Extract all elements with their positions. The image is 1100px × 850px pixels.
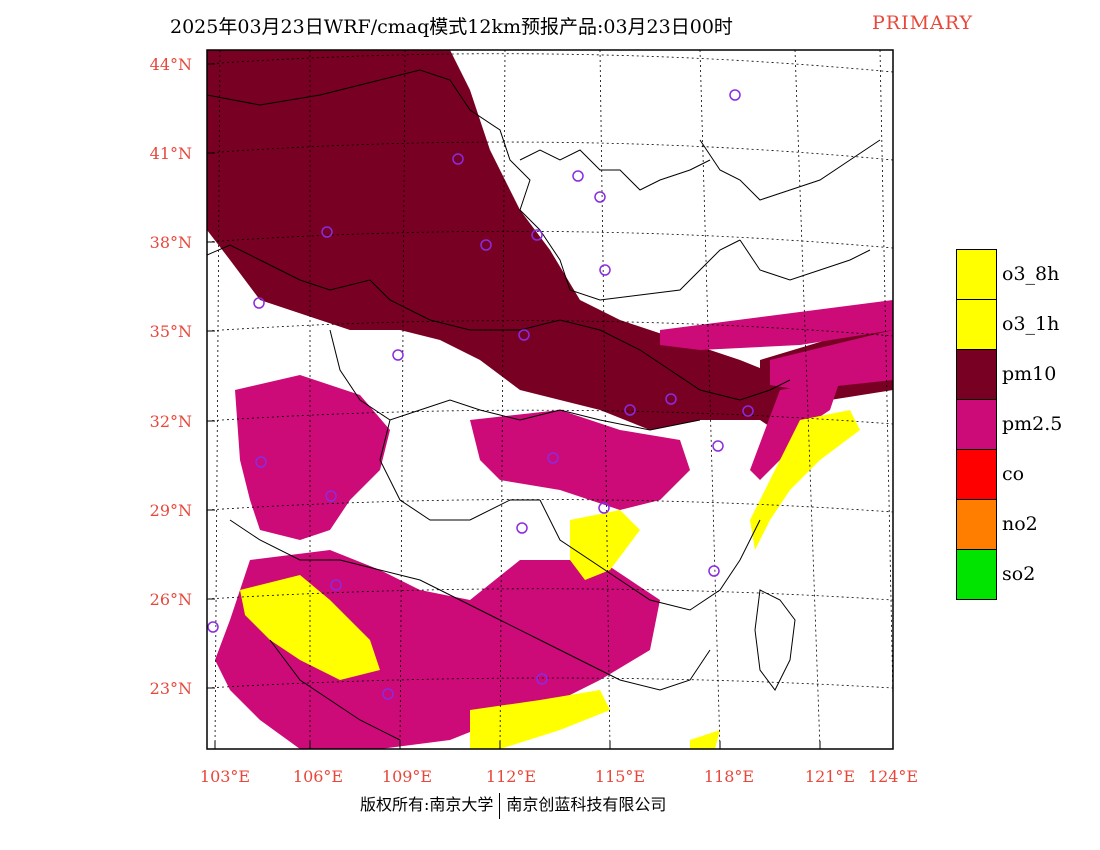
- legend-swatch: [956, 499, 997, 550]
- legend-item-no2: no2: [956, 499, 1096, 550]
- o3-region-se: [690, 730, 720, 749]
- lat-label: 26°N: [149, 590, 192, 609]
- graticule: [207, 50, 893, 749]
- legend-label: o3_1h: [1002, 313, 1060, 335]
- legend-item-o3-8h: o3_8h: [956, 249, 1096, 300]
- lon-label: 118°E: [703, 767, 755, 786]
- lat-label: 35°N: [149, 322, 192, 341]
- pm10-region: [207, 50, 893, 440]
- legend-swatch: [956, 249, 997, 300]
- o3-region-coast: [750, 410, 860, 550]
- axis-ticks: [207, 63, 894, 749]
- pm25-region-central: [470, 410, 690, 510]
- pm25-band-east-2: [770, 330, 893, 390]
- lat-label: 32°N: [149, 412, 192, 431]
- lat-label: 23°N: [149, 679, 192, 698]
- footer-left: 版权所有:南京大学: [360, 795, 494, 814]
- lon-label: 112°E: [485, 767, 537, 786]
- title-primary-tag: PRIMARY: [872, 12, 974, 34]
- lat-label: 29°N: [149, 501, 192, 520]
- station-markers: [207, 89, 754, 700]
- map-frame: [206, 49, 894, 750]
- pm25-region-west: [235, 375, 390, 540]
- legend-swatch: [956, 299, 997, 350]
- legend-item-o3-1h: o3_1h: [956, 299, 1096, 350]
- title-text: 2025年03月23日WRF/cmaq模式12km预报产品:03月23日00时: [170, 16, 733, 38]
- map-plot-area: [207, 50, 893, 749]
- copyright-footer: 版权所有:南京大学 南京创蓝科技有限公司: [360, 791, 666, 819]
- lon-label: 121°E: [804, 767, 856, 786]
- legend-swatch: [956, 449, 997, 500]
- legend-label: pm10: [1002, 363, 1057, 385]
- lon-label: 103°E: [199, 767, 251, 786]
- footer-right: 南京创蓝科技有限公司: [506, 795, 667, 814]
- legend-swatch: [956, 349, 997, 400]
- lat-label: 41°N: [149, 144, 192, 163]
- legend-label: no2: [1002, 513, 1038, 535]
- legend-swatch: [956, 399, 997, 450]
- o3-region-central-s: [570, 510, 640, 580]
- legend-label: co: [1002, 463, 1025, 485]
- legend-item-so2: so2: [956, 549, 1096, 600]
- legend-swatch: [956, 549, 997, 600]
- footer-separator: [499, 792, 501, 819]
- lon-label: 124°E: [867, 767, 919, 786]
- o3-region-sw: [240, 575, 380, 680]
- lon-label: 106°E: [292, 767, 344, 786]
- o3-region-south: [470, 690, 610, 749]
- legend-item-pm10: pm10: [956, 349, 1096, 400]
- legend-label: o3_8h: [1002, 263, 1060, 285]
- legend-item-pm25: pm2.5: [956, 399, 1096, 450]
- legend-label: so2: [1002, 563, 1036, 585]
- lon-label: 109°E: [381, 767, 433, 786]
- lon-label: 115°E: [594, 767, 646, 786]
- pm25-band-east: [660, 300, 893, 350]
- boundaries: [207, 69, 881, 741]
- lat-label: 38°N: [149, 233, 192, 252]
- legend-label: pm2.5: [1002, 413, 1063, 435]
- lat-label: 44°N: [149, 55, 192, 74]
- legend-item-co: co: [956, 449, 1096, 500]
